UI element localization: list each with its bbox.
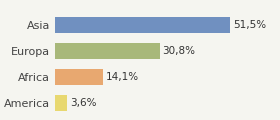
Text: 51,5%: 51,5% <box>233 20 266 30</box>
Bar <box>55 43 160 59</box>
Bar <box>55 17 230 33</box>
Bar <box>55 95 67 111</box>
Text: 3,6%: 3,6% <box>70 98 97 108</box>
Bar <box>55 69 103 85</box>
Text: 30,8%: 30,8% <box>162 46 195 56</box>
Text: 14,1%: 14,1% <box>106 72 139 82</box>
